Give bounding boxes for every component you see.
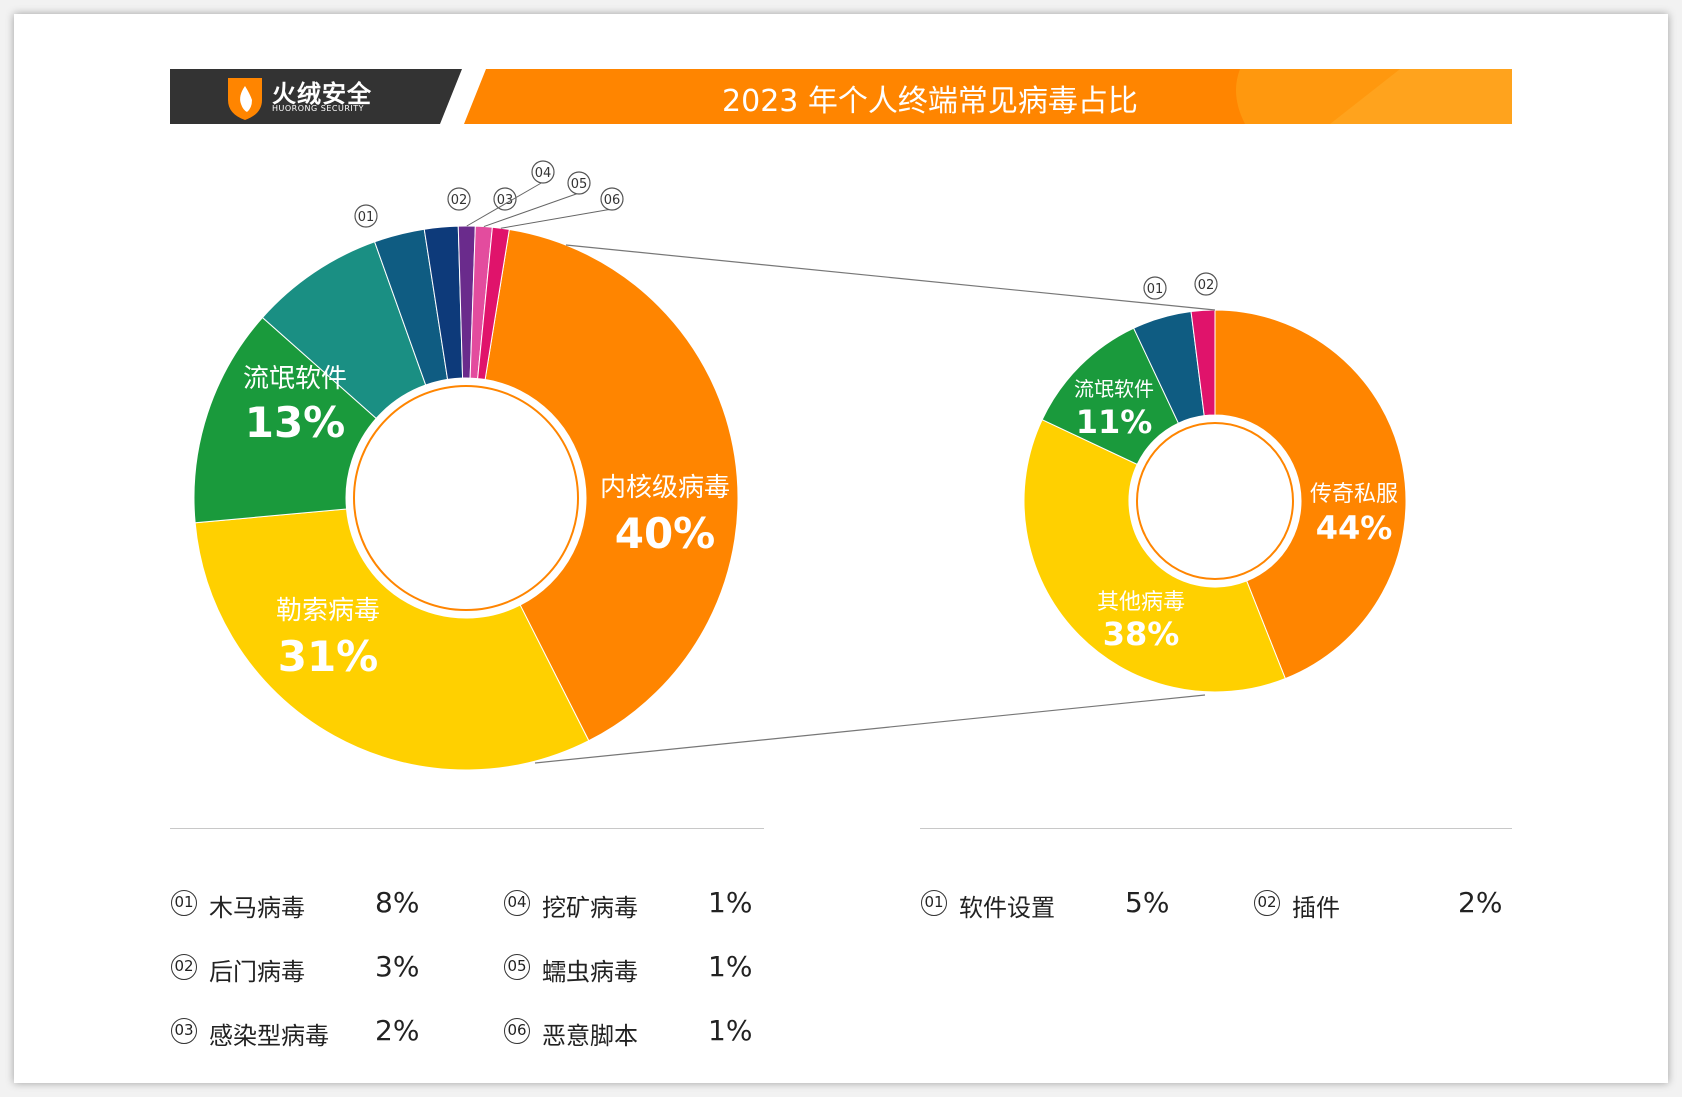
slice-badge-circle (493, 187, 517, 211)
legend-value: 1% (708, 950, 753, 983)
slice-name-label: 流氓软件 (243, 364, 347, 394)
legend-badge: 02 (1254, 890, 1280, 916)
legend-badge: 05 (504, 954, 530, 980)
legend-badge: 03 (171, 1018, 197, 1044)
slice-value-label: 38% (1103, 615, 1180, 653)
slice-name-label: 传奇私服 (1310, 482, 1398, 507)
legend-label: 插件 (1292, 894, 1340, 922)
legend-label: 蠕虫病毒 (542, 958, 638, 986)
legend-item: 04 挖矿病毒 1% (504, 884, 764, 924)
donut-slice (1023, 419, 1286, 693)
slice-badge-circle (354, 204, 378, 228)
legend-badge: 02 (171, 954, 197, 980)
legend-value: 3% (375, 950, 420, 983)
slice-badge-text: 01 (358, 210, 375, 225)
donut-slice (193, 316, 377, 524)
slice-badge-circle (567, 171, 591, 195)
legend-divider-right (920, 828, 1512, 829)
legend-divider-left (170, 828, 764, 829)
legend-badge: 01 (921, 890, 947, 916)
slice-badge-text: 03 (497, 193, 514, 208)
slice-badge-circle (531, 160, 555, 184)
slice-badge-text: 02 (451, 193, 468, 208)
legend-label: 挖矿病毒 (542, 894, 638, 922)
slice-badge-text: 02 (1198, 278, 1215, 293)
legend-item: 02 后门病毒 3% (171, 948, 431, 988)
legend-item: 01 木马病毒 8% (171, 884, 431, 924)
legend-item: 06 恶意脚本 1% (504, 1012, 764, 1052)
legend-value: 5% (1125, 886, 1170, 919)
slice-name-label: 流氓软件 (1074, 377, 1154, 401)
brand-name: 火绒安全 (272, 80, 372, 108)
legend-badge: 01 (171, 890, 197, 916)
slice-badge-text: 04 (535, 166, 552, 181)
connector-line-top (565, 244, 1216, 311)
slice-value-label: 31% (278, 632, 379, 681)
slice-badge-circle (1194, 272, 1218, 296)
donut-inner-ring (1136, 422, 1294, 580)
legend-item: 02 插件 2% (1254, 884, 1514, 924)
connector-line-bottom (534, 694, 1206, 764)
donut-slice (484, 228, 739, 742)
header-decoration-2 (1330, 69, 1512, 124)
slice-name-label: 内核级病毒 (600, 473, 730, 503)
badge-leader-line (500, 208, 613, 229)
legend-label: 木马病毒 (209, 894, 305, 922)
badge-leader-line (466, 181, 544, 227)
legend-item: 03 感染型病毒 2% (171, 1012, 431, 1052)
slice-badge-circle (600, 187, 624, 211)
legend-value: 1% (708, 1014, 753, 1047)
legend-label: 恶意脚本 (542, 1022, 638, 1050)
brand-subtitle: HUORONG SECURITY (272, 104, 365, 113)
legend-item: 05 蠕虫病毒 1% (504, 948, 764, 988)
legend-badge: 06 (504, 1018, 530, 1044)
slice-badge-text: 01 (1147, 282, 1164, 297)
donut-slice (1190, 309, 1216, 417)
slice-badge-circle (447, 187, 471, 211)
shield-icon (228, 78, 262, 120)
slice-value-label: 40% (615, 509, 716, 558)
legend-value: 2% (1458, 886, 1503, 919)
legend-value: 1% (708, 886, 753, 919)
legend-value: 8% (375, 886, 420, 919)
legend-item: 01 软件设置 5% (921, 884, 1181, 924)
donut-inner-ring (353, 385, 579, 611)
legend-badge: 04 (504, 890, 530, 916)
slice-name-label: 勒索病毒 (276, 596, 380, 626)
badge-leader-line (483, 192, 580, 228)
legend-label: 后门病毒 (209, 958, 305, 986)
legend-value: 2% (375, 1014, 420, 1047)
slice-value-label: 11% (1076, 403, 1153, 441)
donut-slice (194, 508, 590, 771)
slice-badge-circle (1143, 276, 1167, 300)
slice-badge-text: 05 (571, 177, 588, 192)
donut-slice (477, 226, 510, 381)
legend-label: 感染型病毒 (209, 1022, 329, 1050)
donut-slice (1214, 309, 1407, 680)
slice-value-label: 44% (1316, 509, 1393, 547)
legend-label: 软件设置 (959, 894, 1055, 922)
slice-value-label: 13% (245, 398, 346, 447)
slice-name-label: 其他病毒 (1097, 590, 1185, 615)
slice-badge-text: 06 (604, 193, 621, 208)
page-title: 2023 年个人终端常见病毒占比 (722, 84, 1138, 119)
